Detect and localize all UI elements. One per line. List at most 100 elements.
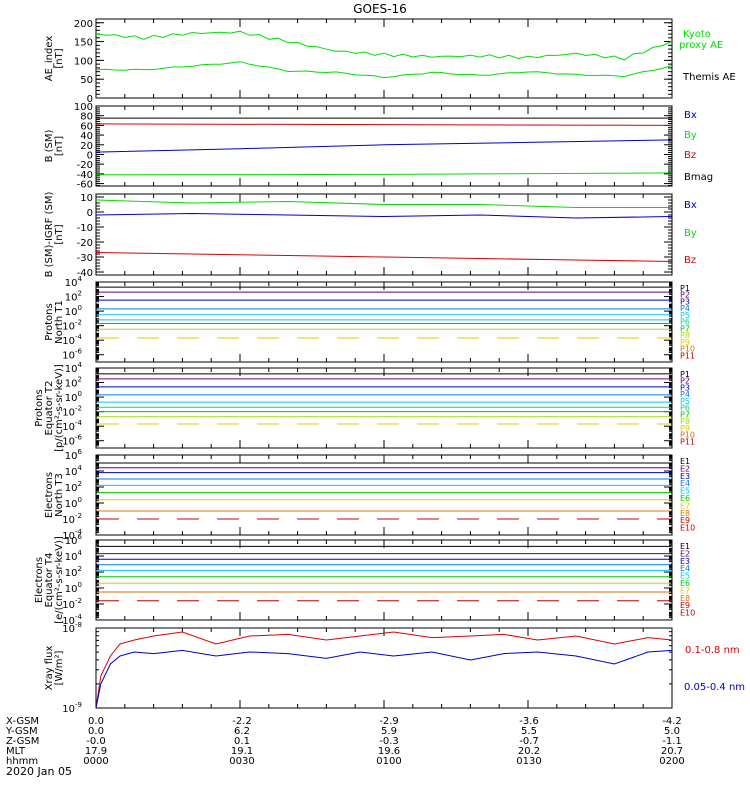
legend-E4: E4 bbox=[680, 564, 690, 573]
legend-themis-ae: Themis AE bbox=[682, 72, 736, 83]
footer-label-Y-GSM: Y-GSM bbox=[5, 726, 38, 737]
legend-E9: E9 bbox=[680, 516, 690, 525]
legend-P3: P3 bbox=[680, 297, 690, 306]
legend-P4: P4 bbox=[680, 304, 690, 313]
tick-exponent: -4 bbox=[75, 419, 83, 427]
tick-exponent: 0 bbox=[78, 304, 82, 312]
tick-exponent: 4 bbox=[78, 464, 83, 472]
legend-E5: E5 bbox=[680, 487, 690, 496]
legend-By: By bbox=[684, 228, 697, 239]
panel-frame bbox=[95, 539, 673, 621]
y-tick-label: 106 bbox=[65, 448, 83, 462]
y-tick-label: 10-4 bbox=[62, 333, 82, 347]
y-tick-label: 102 bbox=[65, 565, 82, 579]
legend-E6: E6 bbox=[680, 579, 690, 588]
legend-E8: E8 bbox=[680, 509, 690, 518]
legend-P10: P10 bbox=[680, 345, 695, 354]
legend-P9: P9 bbox=[680, 338, 690, 347]
y-axis-label: [nT] bbox=[54, 224, 65, 244]
y-tick-label: 10-9 bbox=[62, 701, 82, 715]
y-tick-label: 100 bbox=[65, 390, 82, 404]
y-axis-label: Electrons bbox=[34, 557, 45, 603]
y-tick-label: -20 bbox=[77, 238, 93, 249]
y-tick-label: 10-8 bbox=[62, 621, 82, 635]
y-tick-label: 102 bbox=[65, 376, 82, 390]
tick-exponent: 0 bbox=[78, 390, 82, 398]
legend-Bz: Bz bbox=[684, 255, 696, 266]
tick-exponent: 2 bbox=[78, 376, 82, 384]
tick-exponent: 4 bbox=[78, 549, 83, 557]
legend-E1: E1 bbox=[680, 457, 690, 466]
y-tick-label: 100 bbox=[74, 102, 93, 113]
y-tick-label: -10 bbox=[77, 223, 93, 234]
tick-exponent: -2 bbox=[75, 597, 82, 605]
y-tick-label: -40 bbox=[77, 268, 93, 279]
legend-E2: E2 bbox=[680, 464, 690, 473]
y-tick-label: 104 bbox=[65, 464, 83, 478]
legend-By: By bbox=[684, 130, 697, 141]
y-tick-label: 10-4 bbox=[62, 419, 82, 433]
legend-P8: P8 bbox=[680, 331, 690, 340]
tick-exponent: 4 bbox=[78, 275, 83, 283]
footer-value: 6.2 bbox=[234, 726, 250, 737]
legend-E2: E2 bbox=[680, 549, 690, 558]
footer-label-hhmm: hhmm bbox=[6, 756, 38, 767]
date-label: 2020 Jan 05 bbox=[6, 765, 72, 778]
series-By bbox=[95, 172, 673, 176]
legend-P6: P6 bbox=[680, 318, 690, 327]
footer-value: 0030 bbox=[229, 756, 254, 767]
footer-value: -3.6 bbox=[519, 716, 539, 727]
footer-value: 17.9 bbox=[85, 746, 107, 757]
y-axis-label: North T3 bbox=[54, 473, 65, 517]
legend-P4: P4 bbox=[680, 390, 690, 399]
y-tick-label: -40 bbox=[77, 170, 93, 181]
legend-E3: E3 bbox=[680, 557, 690, 566]
y-tick-label: 10-2 bbox=[62, 512, 82, 526]
y-tick-label: 0 bbox=[87, 208, 93, 219]
series-Kyoto proxy AE bbox=[95, 30, 673, 61]
tick-exponent: 4 bbox=[78, 361, 83, 369]
footer-value: -0.3 bbox=[379, 736, 399, 747]
y-tick-label: 104 bbox=[65, 275, 83, 289]
y-tick-label: 104 bbox=[65, 361, 83, 375]
tick-exponent: -4 bbox=[75, 333, 83, 341]
legend-P2: P2 bbox=[680, 291, 690, 300]
panel-bigrf: -40 -30 -20 -10 0 10 B (SM)-IGRF (SM) [nT] Bx By B… bbox=[44, 192, 697, 279]
tick-exponent: 2 bbox=[78, 480, 82, 488]
legend-Bz: Bz bbox=[684, 150, 696, 161]
series-Themis AE bbox=[95, 61, 673, 79]
y-tick-label: -20 bbox=[77, 160, 93, 171]
legend-P6: P6 bbox=[680, 404, 690, 413]
footer-value: 0.0 bbox=[88, 726, 104, 737]
footer-value: -0.7 bbox=[519, 736, 539, 747]
footer-value: 0.1 bbox=[234, 736, 250, 747]
y-tick-label: 20 bbox=[80, 141, 93, 152]
legend-kyoto: Kyoto bbox=[683, 29, 711, 40]
footer-value: 0.0 bbox=[88, 716, 104, 727]
footer-value: -4.2 bbox=[662, 716, 682, 727]
legend-E10: E10 bbox=[680, 609, 695, 618]
y-axis-label: Protons bbox=[34, 389, 45, 426]
legend-P5: P5 bbox=[680, 311, 690, 320]
footer-value: 20.7 bbox=[661, 746, 683, 757]
footer-label-X-GSM: X-GSM bbox=[6, 716, 39, 727]
footer-value: 0000 bbox=[83, 756, 108, 767]
y-axis-label: [e/(cm²-s-sr-keV)] bbox=[54, 536, 65, 624]
legend-E5: E5 bbox=[680, 572, 690, 581]
y-axis-label: AE_index bbox=[44, 36, 55, 82]
legend-E6: E6 bbox=[680, 494, 690, 503]
tick-exponent: 2 bbox=[78, 290, 82, 298]
legend-Bx: Bx bbox=[684, 200, 697, 211]
y-axis-label: Electrons bbox=[44, 472, 55, 518]
panel-frame bbox=[95, 454, 673, 536]
panel-xray: 10-8 10-9 Xray flux [W/m²] 0.1-0.8 nm 0.05-0.… bbox=[44, 621, 745, 715]
legend-E8: E8 bbox=[680, 594, 690, 603]
y-tick-label: 0 bbox=[87, 150, 93, 161]
footer-value: 0100 bbox=[376, 756, 401, 767]
y-tick-label: 80 bbox=[80, 112, 93, 123]
